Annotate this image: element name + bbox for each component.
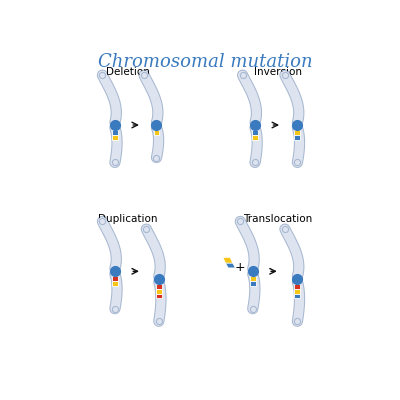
Text: +: + (234, 261, 245, 274)
Bar (112, 135, 118, 140)
Bar (294, 289, 300, 294)
Text: Inversion: Inversion (254, 67, 302, 77)
Text: Duplication: Duplication (98, 214, 158, 224)
Bar (250, 281, 256, 286)
Text: Chromosomal mutation: Chromosomal mutation (98, 53, 312, 71)
Bar (294, 294, 300, 298)
Bar (250, 276, 256, 281)
Polygon shape (226, 263, 235, 268)
Bar (154, 130, 160, 135)
Bar (156, 294, 162, 298)
Text: Translocation: Translocation (244, 214, 313, 224)
Polygon shape (223, 258, 233, 263)
Bar (252, 135, 258, 140)
Bar (252, 130, 258, 135)
Bar (294, 284, 300, 289)
Bar (112, 281, 118, 286)
Bar (294, 130, 300, 135)
Bar (112, 276, 118, 281)
Bar (294, 135, 300, 140)
Text: Deletion: Deletion (106, 67, 150, 77)
Bar (156, 289, 162, 294)
Bar (112, 130, 118, 135)
Bar (156, 284, 162, 289)
